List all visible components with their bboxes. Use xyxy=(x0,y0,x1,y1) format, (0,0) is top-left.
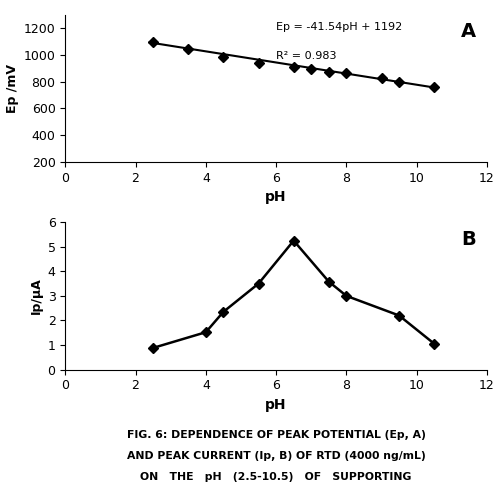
Text: B: B xyxy=(461,229,475,248)
Text: AND PEAK CURRENT (Ip, B) OF RTD (4000 ng/mL): AND PEAK CURRENT (Ip, B) OF RTD (4000 ng… xyxy=(126,451,425,461)
Text: A: A xyxy=(460,22,475,41)
Text: Ep = -41.54pH + 1192: Ep = -41.54pH + 1192 xyxy=(276,22,401,32)
Y-axis label: Ip/μA: Ip/μA xyxy=(31,278,43,314)
Text: FIG. 6: DEPENDENCE OF PEAK POTENTIAL (Ep, A): FIG. 6: DEPENDENCE OF PEAK POTENTIAL (Ep… xyxy=(126,430,425,440)
Y-axis label: Ep /mV: Ep /mV xyxy=(7,64,20,113)
X-axis label: pH: pH xyxy=(265,398,286,412)
Text: ON   THE   pH   (2.5-10.5)   OF   SUPPORTING: ON THE pH (2.5-10.5) OF SUPPORTING xyxy=(140,472,411,483)
Text: R² = 0.983: R² = 0.983 xyxy=(276,51,336,61)
X-axis label: pH: pH xyxy=(265,190,286,204)
